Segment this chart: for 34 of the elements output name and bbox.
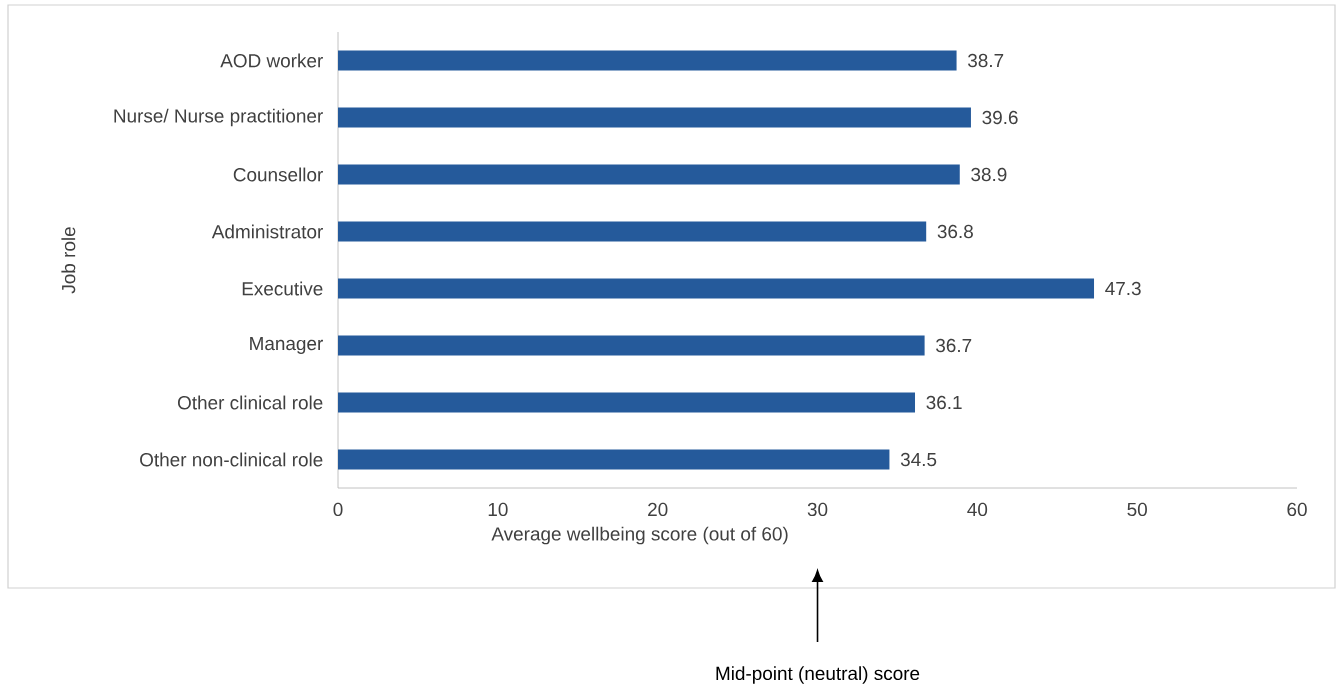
- y-tick-label: Administrator: [211, 224, 323, 239]
- bar: [338, 335, 925, 356]
- data-label: 36.1: [926, 395, 962, 410]
- y-tick-label: Other non-clinical role: [140, 452, 323, 467]
- x-tick-label: 60: [1287, 502, 1307, 517]
- data-label: 38.7: [967, 53, 1004, 68]
- bar: [338, 392, 916, 413]
- text: Mid-point (neutral) score: [716, 666, 920, 684]
- bar: [338, 164, 960, 185]
- x-tick-label: 10: [488, 502, 508, 517]
- data-label: 36.8: [937, 224, 973, 239]
- y-tick-label: Executive: [242, 281, 323, 296]
- x-tick-label: 30: [807, 502, 828, 517]
- bar: [338, 278, 1095, 299]
- x-tick-label: 20: [648, 502, 668, 517]
- y-tick-label: Manager: [250, 337, 323, 354]
- data-label: 38.9: [971, 167, 1007, 182]
- x-tick-label: 0: [333, 502, 343, 517]
- bar: [338, 449, 890, 470]
- x-axis-title: Average wellbeing score (out of 60): [491, 526, 788, 545]
- y-tick-label: Counsellor: [233, 167, 323, 182]
- data-label: 36.7: [936, 338, 972, 353]
- data-label: 47.3: [1105, 281, 1141, 296]
- x-tick-label: 40: [967, 502, 988, 517]
- y-tick-label: Other clinical role: [177, 395, 323, 410]
- data-label: 39.6: [982, 110, 1018, 125]
- data-label: 34.5: [900, 452, 937, 467]
- bar: [338, 50, 957, 71]
- bar: [338, 221, 927, 242]
- bar: [338, 107, 971, 128]
- y-axis-title: Job role: [61, 227, 76, 294]
- x-tick-label: 50: [1127, 502, 1147, 517]
- y-tick-label: AOD worker: [220, 53, 323, 68]
- y-tick-label: Nurse/ Nurse practitioner: [114, 108, 323, 127]
